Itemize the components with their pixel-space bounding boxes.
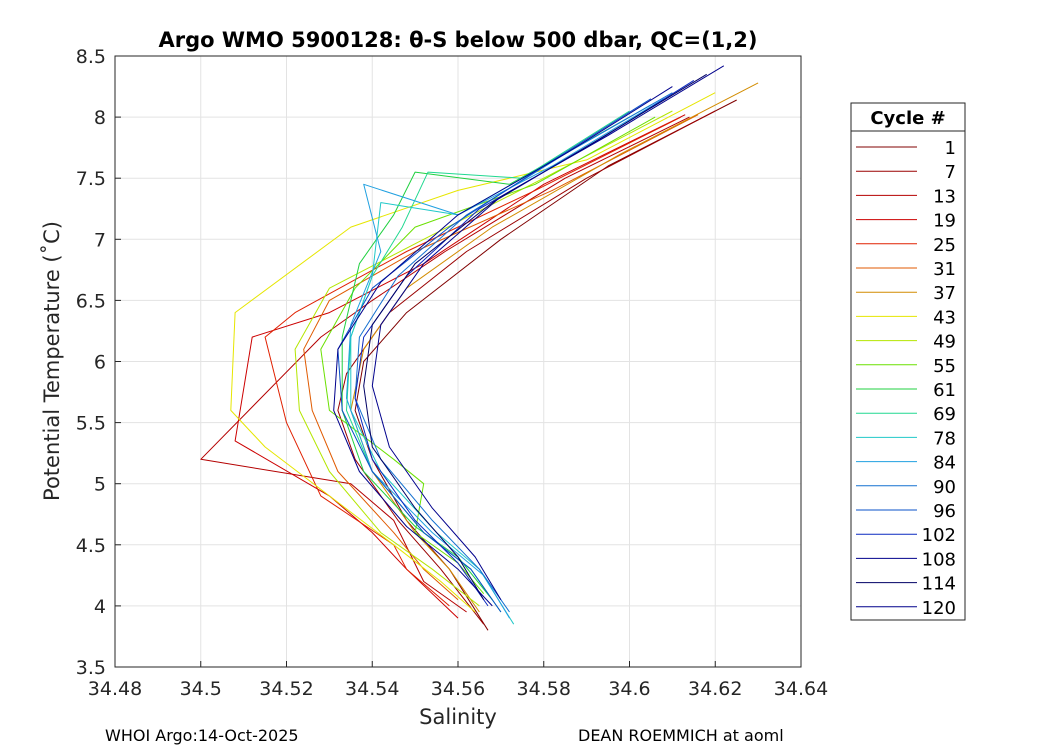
legend-item-cycle-61: 61 — [856, 380, 956, 401]
legend-label: 78 — [933, 428, 956, 449]
legend-item-cycle-96: 96 — [856, 501, 956, 522]
legend-item-cycle-25: 25 — [856, 235, 956, 256]
legend-label: 31 — [933, 259, 956, 280]
legend-item-cycle-69: 69 — [856, 404, 956, 425]
y-tick-label: 7 — [94, 229, 106, 251]
series-line-cycle-25 — [264, 116, 682, 607]
y-tick-label: 8 — [94, 107, 106, 129]
legend-item-cycle-7: 7 — [856, 162, 956, 183]
data-series — [200, 65, 759, 631]
x-tick-label: 34.64 — [774, 678, 828, 700]
legend-label: 108 — [922, 549, 956, 570]
legend-item-cycle-102: 102 — [856, 525, 956, 546]
legend-item-cycle-114: 114 — [856, 574, 956, 595]
legend-label: 25 — [933, 235, 956, 256]
y-tick-label: 8.5 — [76, 46, 106, 68]
legend-label: 84 — [933, 453, 956, 474]
series-line-cycle-19 — [234, 114, 686, 619]
legend-item-cycle-43: 43 — [856, 307, 956, 328]
legend-item-cycle-84: 84 — [856, 453, 956, 474]
y-tick-label: 4.5 — [76, 535, 106, 557]
legend-label: 55 — [933, 356, 956, 377]
legend-item-cycle-108: 108 — [856, 549, 956, 570]
legend-label: 7 — [945, 162, 956, 183]
legend-label: 43 — [933, 307, 956, 328]
legend-label: 13 — [933, 186, 956, 207]
y-tick-label: 3.5 — [76, 657, 106, 679]
x-tick-label: 34.62 — [688, 678, 742, 700]
legend-item-cycle-90: 90 — [856, 477, 956, 498]
y-axis-label: Potential Temperature (˚C) — [40, 221, 64, 501]
x-tick-label: 34.5 — [180, 678, 222, 700]
chart-title: Argo WMO 5900128: θ-S below 500 dbar, QC… — [159, 28, 758, 52]
legend-item-cycle-13: 13 — [856, 186, 956, 207]
legend-item-cycle-31: 31 — [856, 259, 956, 280]
legend-label: 90 — [933, 477, 956, 498]
legend-item-cycle-120: 120 — [856, 598, 956, 619]
x-tick-label: 34.52 — [259, 678, 313, 700]
series-line-cycle-31 — [303, 114, 699, 601]
y-tick-label: 5.5 — [76, 413, 106, 435]
series-line-cycle-108 — [333, 86, 673, 607]
x-axis-ticks: 34.48 34.5 34.52 34.54 34.56 34.58 34.6 34.62 34… — [88, 661, 828, 700]
x-tick-label: 34.54 — [345, 678, 399, 700]
legend-item-cycle-19: 19 — [856, 211, 956, 232]
legend: Cycle # 1 7 13 19 25 31 37 43 49 55 61 69 78 84 90 96 10… — [850, 102, 966, 621]
footer-right: DEAN ROEMMICH at aoml — [578, 726, 784, 745]
series-line-cycle-43 — [230, 92, 716, 613]
legend-label: 120 — [922, 598, 956, 619]
legend-label: 37 — [933, 283, 956, 304]
x-tick-label: 34.58 — [517, 678, 571, 700]
legend-label: 19 — [933, 211, 956, 232]
legend-item-cycle-49: 49 — [856, 332, 956, 353]
y-tick-label: 6 — [94, 352, 106, 374]
series-line-cycle-55 — [320, 116, 656, 595]
legend-label: 61 — [933, 380, 956, 401]
x-tick-label: 34.6 — [608, 678, 650, 700]
legend-item-cycle-78: 78 — [856, 428, 956, 449]
y-tick-label: 7.5 — [76, 168, 106, 190]
legend-label: 102 — [922, 525, 956, 546]
x-tick-label: 34.56 — [431, 678, 485, 700]
legend-title: Cycle # — [870, 108, 945, 129]
y-tick-label: 6.5 — [76, 290, 106, 312]
series-line-cycle-96 — [337, 98, 652, 613]
legend-item-cycle-55: 55 — [856, 356, 956, 377]
legend-items: 1 7 13 19 25 31 37 43 49 55 61 69 78 84 90 96 102 108 114 1… — [856, 138, 956, 619]
footer-left: WHOI Argo:14-Oct-2025 — [105, 726, 299, 745]
legend-label: 114 — [922, 574, 956, 595]
legend-label: 1 — [945, 138, 956, 159]
x-axis-label: Salinity — [419, 705, 497, 729]
y-axis-ticks: 3.5 4 4.5 5 5.5 6 6.5 7 7.5 8 8.5 — [76, 46, 121, 679]
legend-item-cycle-1: 1 — [856, 138, 956, 159]
series-line-cycle-120 — [371, 65, 725, 601]
legend-item-cycle-37: 37 — [856, 283, 956, 304]
y-tick-label: 5 — [94, 474, 106, 496]
y-tick-label: 4 — [94, 596, 106, 618]
legend-label: 69 — [933, 404, 956, 425]
legend-label: 96 — [933, 501, 956, 522]
legend-label: 49 — [933, 332, 956, 353]
series-line-cycle-49 — [294, 110, 673, 607]
x-tick-label: 34.48 — [88, 678, 142, 700]
